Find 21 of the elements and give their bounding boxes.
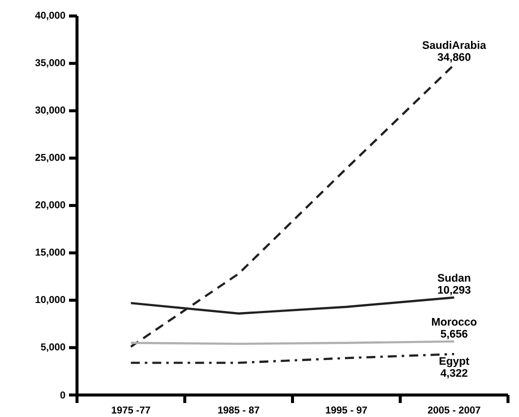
y-tick-label: 5,000 bbox=[40, 343, 66, 352]
data-label: 10,293 bbox=[438, 286, 470, 296]
y-tick-label: 35,000 bbox=[35, 59, 66, 68]
y-tick-label: 40,000 bbox=[35, 12, 66, 20]
x-tick-label: 1995 - 97 bbox=[326, 406, 367, 414]
y-tick-label: 15,000 bbox=[36, 248, 66, 258]
x-tick-label: 1985 - 87 bbox=[218, 406, 260, 414]
data-label: 34,860 bbox=[438, 53, 470, 63]
y-tick-label: 0 bbox=[60, 391, 66, 399]
series-label: SaudiArabia bbox=[422, 40, 486, 49]
y-tick-label: 20,000 bbox=[35, 201, 66, 210]
y-tick-label: 25,000 bbox=[35, 154, 66, 162]
data-label: 5,656 bbox=[440, 330, 468, 340]
series-label: Morocco bbox=[432, 318, 477, 326]
x-tick-label: 1975 -77 bbox=[112, 406, 150, 414]
y-tick-label: 10,000 bbox=[36, 296, 66, 305]
y-tick-label: 30,000 bbox=[35, 106, 66, 115]
x-tick-label: 2005 - 2007 bbox=[428, 406, 480, 414]
series-label: Sudan bbox=[438, 274, 470, 282]
series-label: Egypt bbox=[440, 357, 470, 368]
data-label: 4,322 bbox=[440, 369, 468, 378]
